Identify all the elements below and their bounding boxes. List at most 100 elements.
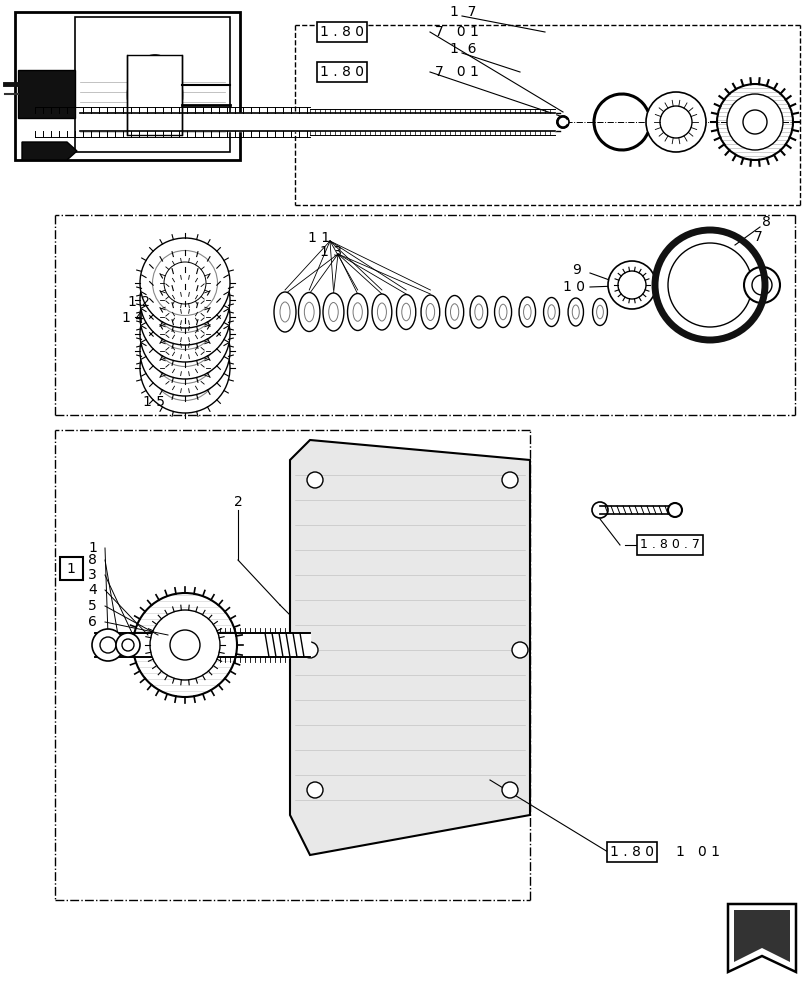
Ellipse shape: [426, 304, 434, 320]
Text: 1 5: 1 5: [143, 395, 165, 409]
Ellipse shape: [547, 305, 555, 319]
Ellipse shape: [304, 302, 314, 322]
Circle shape: [100, 637, 116, 653]
Circle shape: [150, 610, 220, 680]
Circle shape: [667, 503, 681, 517]
Ellipse shape: [646, 92, 705, 152]
Ellipse shape: [323, 293, 344, 331]
Ellipse shape: [152, 284, 217, 350]
Circle shape: [169, 630, 200, 660]
Ellipse shape: [371, 294, 392, 330]
Polygon shape: [727, 904, 795, 972]
Text: 7   0 1: 7 0 1: [435, 25, 478, 39]
Text: 1 . 8 0: 1 . 8 0: [609, 845, 653, 859]
Text: 1 3: 1 3: [320, 245, 341, 259]
Text: 4: 4: [88, 583, 97, 597]
Text: 8: 8: [761, 215, 770, 229]
Ellipse shape: [152, 336, 217, 400]
Ellipse shape: [152, 250, 217, 316]
Ellipse shape: [298, 292, 320, 332]
Circle shape: [307, 782, 323, 798]
Circle shape: [114, 36, 126, 48]
Text: 1 . 8 0 . 7: 1 . 8 0 . 7: [639, 538, 699, 552]
Ellipse shape: [474, 304, 483, 320]
Ellipse shape: [152, 267, 217, 332]
Text: 1 0: 1 0: [562, 280, 584, 294]
Circle shape: [501, 782, 517, 798]
Ellipse shape: [494, 296, 511, 328]
Ellipse shape: [164, 296, 206, 338]
Bar: [15, 12, 240, 160]
Text: 8: 8: [88, 553, 97, 567]
Text: 1 . 8 0: 1 . 8 0: [320, 25, 363, 39]
Ellipse shape: [396, 294, 415, 330]
Text: 1: 1: [88, 541, 97, 555]
Ellipse shape: [401, 303, 410, 321]
Text: 1  6: 1 6: [449, 42, 476, 56]
Text: 9: 9: [571, 263, 580, 277]
Ellipse shape: [139, 255, 230, 345]
Ellipse shape: [328, 302, 338, 322]
Ellipse shape: [152, 302, 217, 366]
Ellipse shape: [152, 318, 217, 383]
Circle shape: [742, 110, 766, 134]
Polygon shape: [733, 910, 789, 962]
Ellipse shape: [543, 298, 559, 326]
Text: 1 1: 1 1: [307, 231, 330, 245]
Ellipse shape: [139, 238, 230, 328]
Ellipse shape: [139, 306, 230, 396]
Bar: [75, 17, 230, 152]
Text: 1 2: 1 2: [128, 295, 150, 309]
Ellipse shape: [523, 304, 530, 320]
Text: 1 . 8 0: 1 . 8 0: [320, 65, 363, 79]
Ellipse shape: [280, 302, 290, 322]
Ellipse shape: [353, 303, 362, 321]
Ellipse shape: [377, 303, 386, 321]
Circle shape: [751, 275, 771, 295]
Text: 1 4: 1 4: [122, 311, 144, 325]
Ellipse shape: [470, 296, 487, 328]
Text: 1: 1: [67, 562, 75, 576]
Circle shape: [743, 267, 779, 303]
Text: 2: 2: [234, 495, 242, 509]
Text: 7   0 1: 7 0 1: [435, 65, 478, 79]
Ellipse shape: [518, 297, 535, 327]
Ellipse shape: [445, 296, 463, 328]
Text: 7: 7: [753, 230, 762, 244]
Circle shape: [122, 639, 134, 651]
Ellipse shape: [139, 272, 230, 362]
Text: 5: 5: [88, 599, 97, 613]
Polygon shape: [22, 142, 77, 160]
Ellipse shape: [164, 330, 206, 372]
Ellipse shape: [596, 305, 603, 319]
Circle shape: [302, 642, 318, 658]
Ellipse shape: [139, 289, 230, 379]
Ellipse shape: [164, 279, 206, 321]
Ellipse shape: [450, 304, 458, 320]
Ellipse shape: [568, 298, 583, 326]
Ellipse shape: [273, 292, 296, 332]
Circle shape: [726, 94, 782, 150]
Circle shape: [556, 116, 569, 128]
Circle shape: [116, 633, 139, 657]
Ellipse shape: [164, 347, 206, 389]
Text: 6: 6: [88, 615, 97, 629]
Ellipse shape: [572, 305, 578, 319]
Bar: [127, 55, 182, 135]
Ellipse shape: [659, 106, 691, 138]
Circle shape: [501, 472, 517, 488]
Circle shape: [92, 629, 124, 661]
Ellipse shape: [592, 298, 607, 326]
Bar: [60, 557, 83, 580]
Circle shape: [617, 271, 646, 299]
Ellipse shape: [164, 262, 206, 304]
Ellipse shape: [164, 313, 206, 355]
Ellipse shape: [499, 304, 506, 320]
Circle shape: [607, 261, 655, 309]
Circle shape: [512, 642, 527, 658]
Circle shape: [591, 502, 607, 518]
Ellipse shape: [127, 55, 182, 135]
Ellipse shape: [421, 295, 440, 329]
Circle shape: [307, 472, 323, 488]
Text: 1   0 1: 1 0 1: [676, 845, 719, 859]
